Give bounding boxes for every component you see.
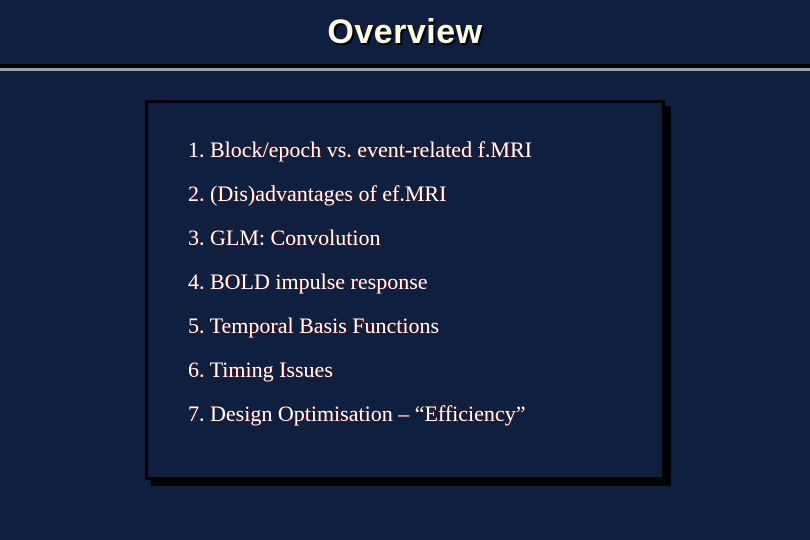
slide-title: Overview xyxy=(327,13,482,52)
list-item: 2. (Dis)advantages of ef.MRI xyxy=(188,181,622,207)
list-item: 6. Timing Issues xyxy=(188,357,622,383)
overview-list: 1. Block/epoch vs. event-related f.MRI 2… xyxy=(188,137,622,427)
list-item: 4. BOLD impulse response xyxy=(188,269,622,295)
content-box: 1. Block/epoch vs. event-related f.MRI 2… xyxy=(145,100,665,480)
list-item: 5. Temporal Basis Functions xyxy=(188,313,622,339)
content-box-wrapper: 1. Block/epoch vs. event-related f.MRI 2… xyxy=(145,100,665,480)
list-item: 7. Design Optimisation – “Efficiency” xyxy=(188,401,622,427)
list-item: 1. Block/epoch vs. event-related f.MRI xyxy=(188,137,622,163)
list-item: 3. GLM: Convolution xyxy=(188,225,622,251)
title-bar: Overview xyxy=(0,0,810,68)
